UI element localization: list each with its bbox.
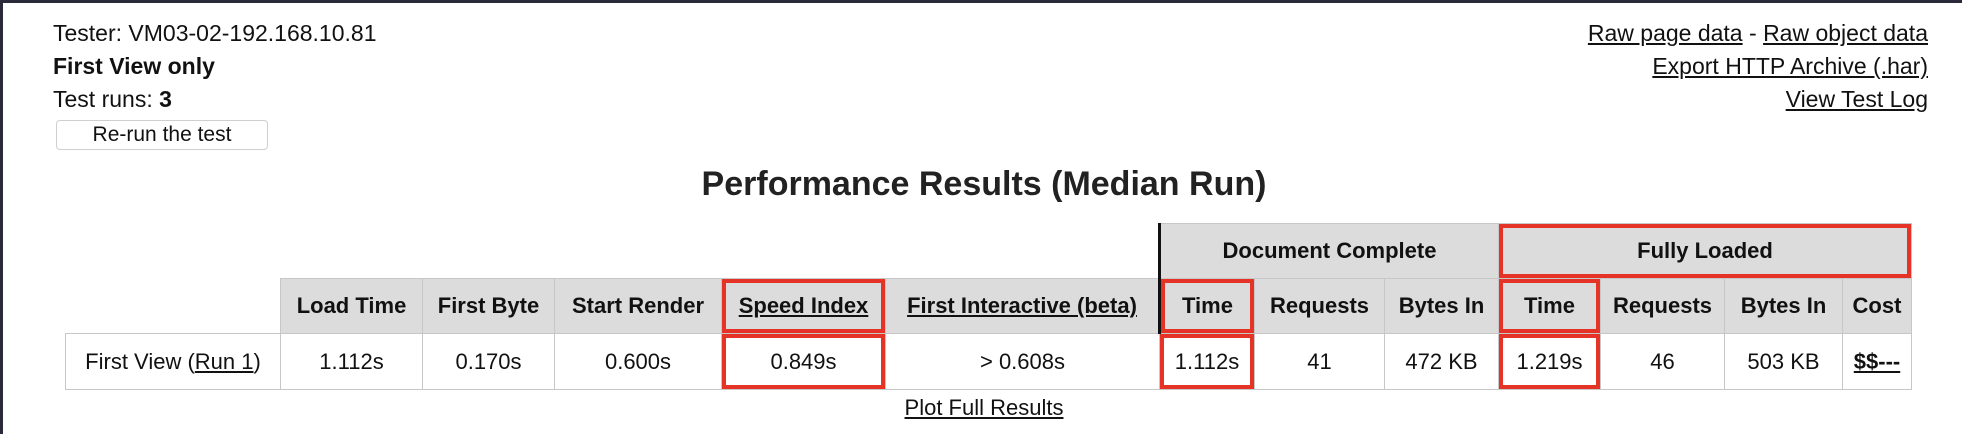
group-header-fully-loaded: Fully Loaded [1498,223,1912,279]
raw-data-links: Raw page data - Raw object data [1588,17,1928,50]
cost-link[interactable]: $$--- [1853,348,1901,374]
cell-first-interactive: > 0.608s [885,333,1160,390]
link-separator: - [1742,20,1764,46]
raw-object-data-link[interactable]: Raw object data [1763,20,1928,46]
view-mode: First View only [53,53,215,79]
column-header-doc-requests: Requests [1254,278,1385,334]
column-header-fl-requests: Requests [1600,278,1725,334]
group-header-blank [65,223,1160,279]
cell-doc-requests: 41 [1254,333,1385,390]
cell-start-render: 0.600s [554,333,722,390]
cell-first-byte: 0.170s [422,333,555,390]
tester-label: Tester: VM03-02-192.168.10.81 [53,20,377,46]
cell-load-time: 1.112s [280,333,423,390]
cell-fl-time: 1.219s [1498,333,1601,390]
group-header-row: Document Complete Fully Loaded [65,223,1912,279]
plot-full-results: Plot Full Results [3,395,1962,421]
column-header-load-time: Load Time [280,278,423,334]
row-label-first-view: First View (Run 1) [65,333,281,390]
column-header-row: Load Time First Byte Start Render Speed … [65,278,1912,334]
column-header-doc-time: Time [1158,278,1255,334]
row-label-suffix: ) [253,348,261,374]
first-interactive-link[interactable]: First Interactive (beta) [907,293,1137,318]
speed-index-link[interactable]: Speed Index [738,293,869,318]
column-header-first-byte: First Byte [422,278,555,334]
cell-doc-bytes-in: 472 KB [1384,333,1499,390]
cell-doc-time: 1.112s [1159,333,1255,390]
column-header-blank [65,278,281,334]
performance-results-table: Document Complete Fully Loaded Load Time… [65,223,1912,390]
run-1-link[interactable]: Run 1 [194,348,254,374]
test-runs-label: Test runs: [53,86,160,112]
tester-info: Tester: VM03-02-192.168.10.81 First View… [53,17,376,150]
data-links: Raw page data - Raw object data Export H… [1588,17,1928,116]
cell-fl-bytes-in: 503 KB [1724,333,1843,390]
raw-page-data-link[interactable]: Raw page data [1587,20,1743,46]
row-label-prefix: First View ( [85,348,195,374]
column-header-fl-bytes-in: Bytes In [1724,278,1843,334]
test-runs-value: 3 [159,86,172,112]
plot-full-results-link[interactable]: Plot Full Results [904,395,1064,420]
rerun-test-button[interactable]: Re-run the test [56,120,268,150]
column-header-cost: Cost [1842,278,1912,334]
view-test-log-link[interactable]: View Test Log [1785,86,1928,112]
cell-cost: $$--- [1842,333,1912,390]
group-header-document-complete: Document Complete [1158,223,1499,279]
column-header-fl-time: Time [1498,278,1601,334]
test-runs: Test runs: 3 [53,83,376,116]
column-header-first-interactive: First Interactive (beta) [885,278,1160,334]
column-header-speed-index: Speed Index [721,278,886,334]
cell-fl-requests: 46 [1600,333,1725,390]
cell-speed-index: 0.849s [721,333,886,390]
table-row: First View (Run 1) 1.112s 0.170s 0.600s … [65,333,1912,390]
column-header-doc-bytes-in: Bytes In [1384,278,1499,334]
page-title: Performance Results (Median Run) [701,165,1267,203]
column-header-start-render: Start Render [554,278,722,334]
export-har-link[interactable]: Export HTTP Archive (.har) [1652,53,1928,79]
